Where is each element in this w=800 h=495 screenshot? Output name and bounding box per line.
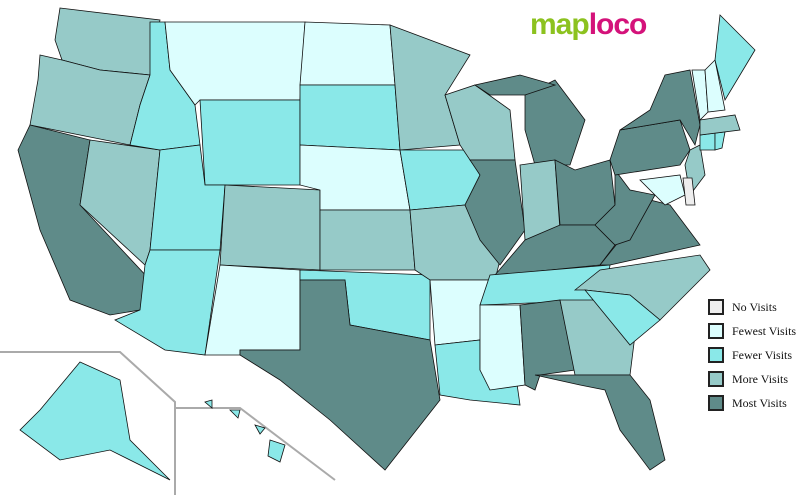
state-mi[interactable] <box>473 74 586 166</box>
state-shape[interactable] <box>444 84 516 161</box>
state-wi[interactable] <box>444 84 516 161</box>
state-shape[interactable] <box>699 132 716 151</box>
legend-item-none: No Visits <box>708 295 796 319</box>
state-shape[interactable] <box>619 69 701 147</box>
state-tx[interactable] <box>239 279 441 471</box>
legend-label: Most Visits <box>732 395 787 410</box>
state-shape[interactable] <box>682 177 696 206</box>
state-ma[interactable] <box>699 114 741 136</box>
legend-swatch <box>708 371 724 387</box>
state-shape[interactable] <box>254 424 266 435</box>
legend-swatch <box>708 395 724 411</box>
state-shape[interactable] <box>199 99 301 186</box>
state-de[interactable] <box>682 177 696 206</box>
state-shape[interactable] <box>584 289 661 346</box>
state-shape[interactable] <box>19 361 171 481</box>
state-shape[interactable] <box>319 209 416 271</box>
state-shape[interactable] <box>473 74 557 96</box>
state-co[interactable] <box>219 184 321 271</box>
state-ny[interactable] <box>619 69 701 147</box>
legend: No Visits Fewest Visits Fewer Visits More V… <box>708 295 796 415</box>
state-nd[interactable] <box>299 21 396 86</box>
state-ri[interactable] <box>714 131 726 151</box>
state-shape[interactable] <box>534 374 666 471</box>
state-ks[interactable] <box>319 209 416 271</box>
maploco-logo: maploco <box>530 8 647 41</box>
state-shape[interactable] <box>524 79 586 166</box>
legend-label: More Visits <box>732 371 789 386</box>
state-shape[interactable] <box>714 131 726 151</box>
legend-item-most: Most Visits <box>708 391 796 415</box>
state-me[interactable] <box>714 14 756 102</box>
legend-swatch <box>708 299 724 315</box>
state-ms[interactable] <box>479 304 526 391</box>
state-shape[interactable] <box>299 84 401 151</box>
state-ak[interactable] <box>19 361 171 481</box>
state-shape[interactable] <box>594 168 656 246</box>
state-mt[interactable] <box>164 21 306 106</box>
state-fl[interactable] <box>534 374 666 471</box>
state-sc[interactable] <box>584 289 661 346</box>
state-shape[interactable] <box>219 184 321 271</box>
legend-label: Fewest Visits <box>732 323 797 338</box>
legend-swatch <box>708 323 724 339</box>
state-shape[interactable] <box>479 304 526 391</box>
state-shape[interactable] <box>299 21 396 86</box>
state-shape[interactable] <box>704 59 726 113</box>
state-shape[interactable] <box>204 264 301 356</box>
state-shape[interactable] <box>464 159 526 266</box>
state-nm[interactable] <box>204 264 301 356</box>
state-wv[interactable] <box>594 168 656 246</box>
state-shape[interactable] <box>164 21 306 106</box>
legend-label: Fewer Visits <box>732 347 793 362</box>
state-wy[interactable] <box>199 99 301 186</box>
state-shape[interactable] <box>714 14 756 102</box>
state-il[interactable] <box>464 159 526 266</box>
state-shape[interactable] <box>114 249 221 356</box>
state-sd[interactable] <box>299 84 401 151</box>
state-hi[interactable] <box>204 399 286 463</box>
legend-item-fewer: Fewer Visits <box>708 343 796 367</box>
state-shape[interactable] <box>239 279 441 471</box>
state-shape[interactable] <box>229 409 241 419</box>
legend-swatch <box>708 347 724 363</box>
legend-label: No Visits <box>732 299 777 314</box>
state-az[interactable] <box>114 249 221 356</box>
legend-item-more: More Visits <box>708 367 796 391</box>
inset-border <box>0 351 176 495</box>
legend-item-fewest: Fewest Visits <box>708 319 796 343</box>
state-shape[interactable] <box>204 399 213 409</box>
inset-border <box>175 407 336 481</box>
state-shape[interactable] <box>699 114 741 136</box>
state-shape[interactable] <box>267 439 286 463</box>
state-ct[interactable] <box>699 132 716 151</box>
state-nh[interactable] <box>704 59 726 113</box>
